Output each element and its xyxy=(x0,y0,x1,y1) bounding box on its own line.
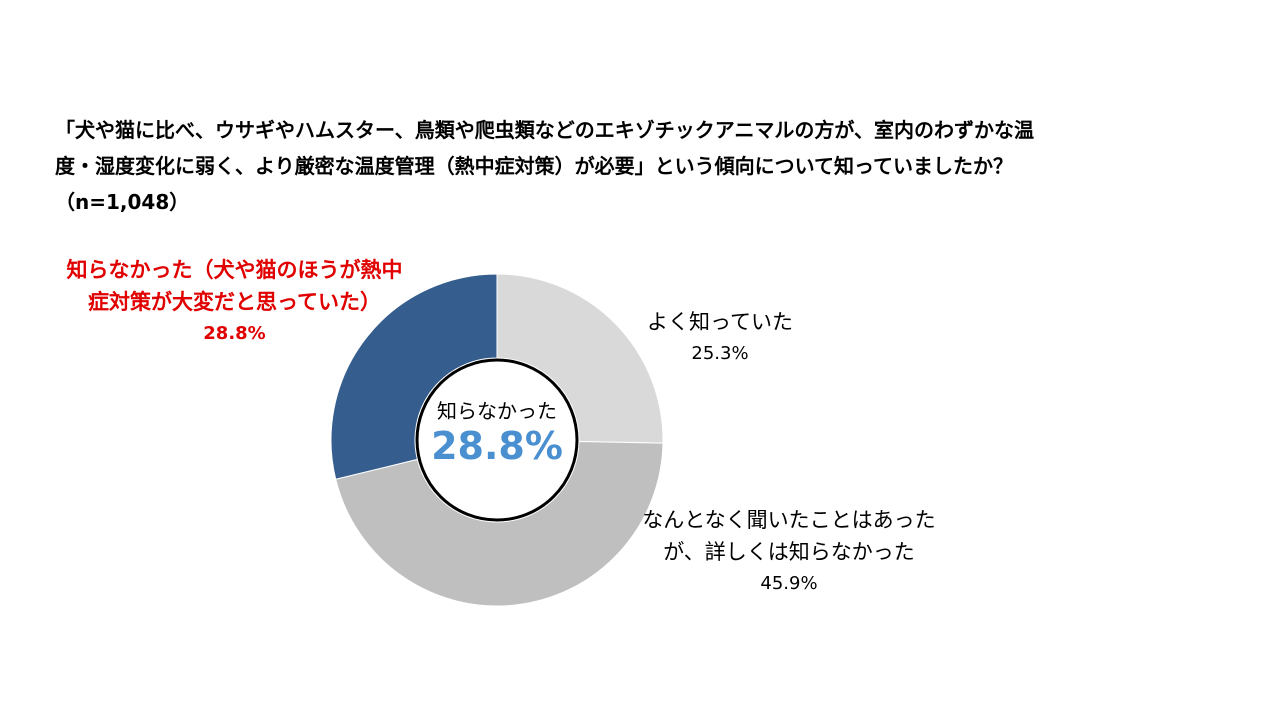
center-value: 28.8% xyxy=(431,424,563,468)
slice-label: なんとなく聞いたことはあったが、詳しくは知らなかった xyxy=(642,508,936,564)
slice xyxy=(335,441,664,607)
slice-label: よく知っていた xyxy=(647,310,793,334)
value-label: 45.9% xyxy=(760,573,818,594)
center-text: 知らなかった xyxy=(437,399,557,423)
center-group: 知らなかった 28.8% xyxy=(417,395,577,468)
value-label: 28.8% xyxy=(203,323,266,344)
slice xyxy=(330,273,498,480)
slice-label: 知らなかった（犬や猫のほうが熱中症対策が大変だと思っていた） xyxy=(66,258,403,314)
value-label: 25.3% xyxy=(691,343,749,364)
chart-title: 「犬や猫に比べ、ウサギやハムスター、鳥類や爬虫類などのエキゾチックアニマルの方が… xyxy=(55,118,1034,214)
label-group: 知らなかった（犬や猫のほうが熱中症対策が大変だと思っていた） 28.8% xyxy=(62,254,407,350)
label-group: よく知っていた 25.3% xyxy=(620,306,820,370)
label-group: なんとなく聞いたことはあったが、詳しくは知らなかった 45.9% xyxy=(638,504,940,600)
slice xyxy=(496,273,664,444)
center-circle xyxy=(415,358,579,522)
